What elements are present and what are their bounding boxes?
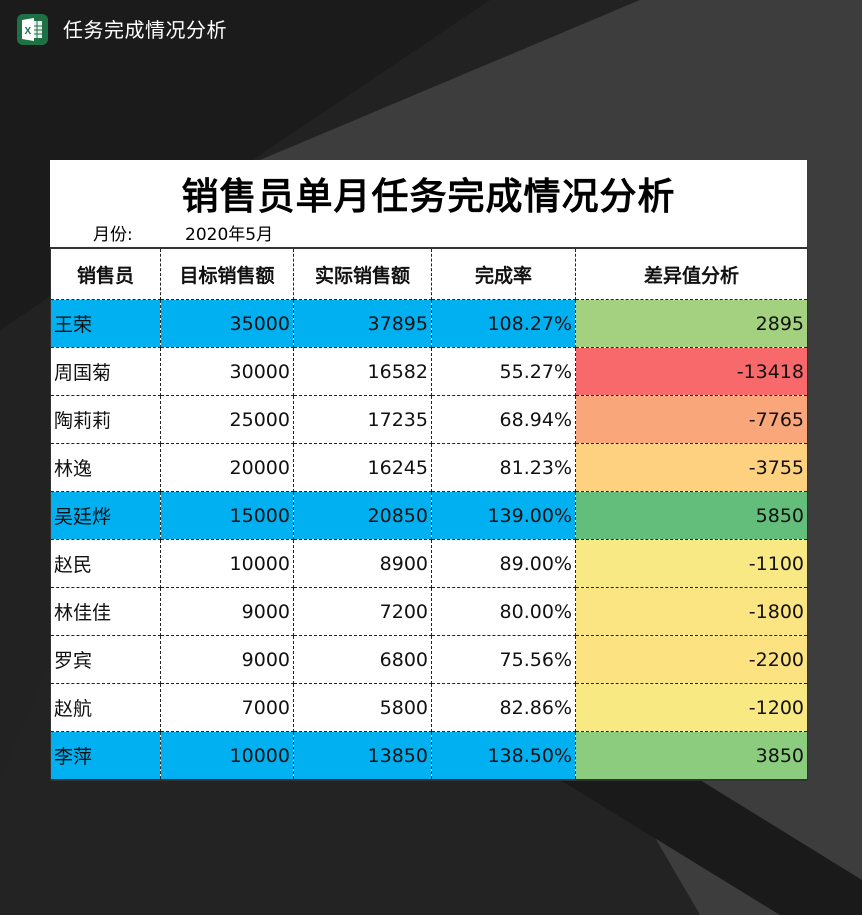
actual-cell[interactable]: 7200 xyxy=(293,587,432,636)
column-header-actual[interactable]: 实际销售额 xyxy=(293,247,432,300)
spreadsheet: 销售员单月任务完成情况分析 月份: 2020年5月 销售员 目标销售额 实际销售… xyxy=(50,160,808,781)
actual-cell[interactable]: 37895 xyxy=(293,299,432,348)
title-bar: X 任务完成情况分析 xyxy=(0,0,862,60)
actual-cell[interactable]: 5800 xyxy=(293,683,432,732)
rate-cell[interactable]: 108.27% xyxy=(431,299,576,348)
actual-cell[interactable]: 8900 xyxy=(293,539,432,588)
name-cell[interactable]: 罗宾 xyxy=(50,635,161,684)
name-cell[interactable]: 周国菊 xyxy=(50,347,161,396)
sheet-title: 销售员单月任务完成情况分析 xyxy=(181,175,676,218)
target-cell[interactable]: 15000 xyxy=(160,491,294,540)
target-cell[interactable]: 9000 xyxy=(160,587,294,636)
month-label: 月份: xyxy=(93,225,133,245)
diff-cell[interactable]: -1200 xyxy=(575,683,808,732)
rate-cell[interactable]: 81.23% xyxy=(431,443,576,492)
svg-text:X: X xyxy=(25,26,32,37)
actual-cell[interactable]: 17235 xyxy=(293,395,432,444)
name-cell[interactable]: 赵航 xyxy=(50,683,161,732)
rate-cell[interactable]: 82.86% xyxy=(431,683,576,732)
name-cell[interactable]: 王荣 xyxy=(50,299,161,348)
column-header-target[interactable]: 目标销售额 xyxy=(160,247,294,300)
table-row: 陶莉莉 25000 17235 68.94% -7765 xyxy=(50,395,808,444)
column-header-rate[interactable]: 完成率 xyxy=(431,247,576,300)
rate-cell[interactable]: 89.00% xyxy=(431,539,576,588)
actual-cell[interactable]: 13850 xyxy=(293,731,432,781)
name-cell[interactable]: 赵民 xyxy=(50,539,161,588)
actual-cell[interactable]: 16245 xyxy=(293,443,432,492)
month-value[interactable]: 2020年5月 xyxy=(185,225,274,245)
diff-cell[interactable]: -1800 xyxy=(575,587,808,636)
table-row: 赵航 7000 5800 82.86% -1200 xyxy=(50,683,808,732)
table-row: 林佳佳 9000 7200 80.00% -1800 xyxy=(50,587,808,636)
target-cell[interactable]: 25000 xyxy=(160,395,294,444)
rate-cell[interactable]: 80.00% xyxy=(431,587,576,636)
name-cell[interactable]: 林佳佳 xyxy=(50,587,161,636)
column-header-salesperson[interactable]: 销售员 xyxy=(50,247,161,300)
diff-cell[interactable]: -13418 xyxy=(575,347,808,396)
diff-cell[interactable]: -3755 xyxy=(575,443,808,492)
name-cell[interactable]: 陶莉莉 xyxy=(50,395,161,444)
table-row: 李萍 10000 13850 138.50% 3850 xyxy=(50,731,808,781)
rate-cell[interactable]: 139.00% xyxy=(431,491,576,540)
target-cell[interactable]: 30000 xyxy=(160,347,294,396)
target-cell[interactable]: 9000 xyxy=(160,635,294,684)
name-cell[interactable]: 林逸 xyxy=(50,443,161,492)
sheet-header: 销售员单月任务完成情况分析 月份: 2020年5月 xyxy=(50,160,807,247)
sales-table: 销售员 目标销售额 实际销售额 完成率 差异值分析 王荣 35000 37895 10… xyxy=(50,247,808,781)
table-row: 罗宾 9000 6800 75.56% -2200 xyxy=(50,635,808,684)
target-cell[interactable]: 10000 xyxy=(160,731,294,781)
table-row: 赵民 10000 8900 89.00% -1100 xyxy=(50,539,808,588)
table-row: 林逸 20000 16245 81.23% -3755 xyxy=(50,443,808,492)
diff-cell[interactable]: -7765 xyxy=(575,395,808,444)
actual-cell[interactable]: 6800 xyxy=(293,635,432,684)
target-cell[interactable]: 20000 xyxy=(160,443,294,492)
target-cell[interactable]: 7000 xyxy=(160,683,294,732)
excel-icon: X xyxy=(17,14,48,45)
diff-cell[interactable]: -2200 xyxy=(575,635,808,684)
name-cell[interactable]: 李萍 xyxy=(50,731,161,781)
diff-cell[interactable]: 3850 xyxy=(575,731,808,781)
app-title: 任务完成情况分析 xyxy=(63,18,227,42)
target-cell[interactable]: 35000 xyxy=(160,299,294,348)
diff-cell[interactable]: -1100 xyxy=(575,539,808,588)
diff-cell[interactable]: 2895 xyxy=(575,299,808,348)
target-cell[interactable]: 10000 xyxy=(160,539,294,588)
column-header-diff[interactable]: 差异值分析 xyxy=(575,247,808,300)
table-row: 王荣 35000 37895 108.27% 2895 xyxy=(50,299,808,348)
table-row: 吴廷烨 15000 20850 139.00% 5850 xyxy=(50,491,808,540)
actual-cell[interactable]: 20850 xyxy=(293,491,432,540)
rate-cell[interactable]: 55.27% xyxy=(431,347,576,396)
rate-cell[interactable]: 75.56% xyxy=(431,635,576,684)
rate-cell[interactable]: 138.50% xyxy=(431,731,576,781)
rate-cell[interactable]: 68.94% xyxy=(431,395,576,444)
header-row: 销售员 目标销售额 实际销售额 完成率 差异值分析 xyxy=(50,247,808,300)
actual-cell[interactable]: 16582 xyxy=(293,347,432,396)
table-row: 周国菊 30000 16582 55.27% -13418 xyxy=(50,347,808,396)
diff-cell[interactable]: 5850 xyxy=(575,491,808,540)
name-cell[interactable]: 吴廷烨 xyxy=(50,491,161,540)
